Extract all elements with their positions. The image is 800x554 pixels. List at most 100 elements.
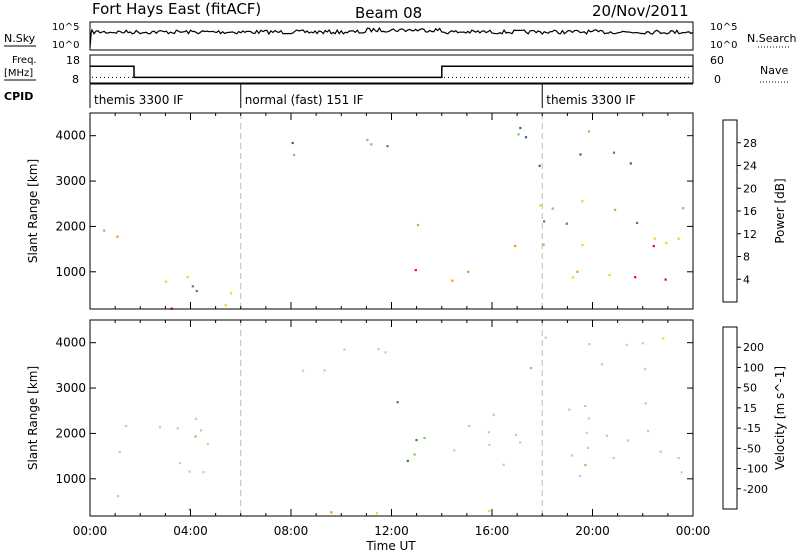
- data-cell: [330, 511, 333, 514]
- data-cell: [413, 453, 416, 456]
- data-cell: [194, 435, 197, 438]
- data-cell: [191, 285, 194, 288]
- data-cell: [539, 204, 542, 207]
- data-cell: [659, 450, 662, 453]
- data-cell: [587, 130, 591, 133]
- data-cell: [543, 220, 546, 223]
- nsky-left-tick-bottom: 10^0: [52, 40, 79, 51]
- data-cell: [502, 463, 505, 466]
- time-tick-label: 00:00: [73, 524, 108, 538]
- colorbar-tick-label: -200: [743, 483, 768, 496]
- data-cell: [584, 404, 587, 408]
- data-cell: [415, 439, 418, 442]
- data-cell: [396, 401, 399, 404]
- data-cell: [605, 434, 608, 437]
- data-cell: [542, 243, 545, 246]
- velocity-axes: 1000 2000 3000 4000: [55, 320, 694, 516]
- velocity-plot-background: [90, 320, 693, 516]
- data-cell: [588, 343, 591, 346]
- data-cell: [125, 425, 128, 428]
- velocity-colorbar-label: Velocity [m s^-1]: [773, 366, 787, 470]
- data-cell: [519, 441, 522, 444]
- data-cell: [386, 145, 389, 148]
- data-cell: [529, 367, 533, 370]
- nsky-left-tick-top: 10^5: [52, 22, 79, 33]
- cpid-segment-label: themis 3300 IF: [94, 93, 184, 107]
- nave-right-tick-bottom: 0: [714, 73, 721, 86]
- data-cell: [416, 223, 420, 227]
- data-cell: [291, 141, 294, 145]
- velocity-data-cells: [117, 320, 683, 516]
- y-tick-label: 2000: [55, 219, 86, 233]
- data-cell: [571, 276, 574, 279]
- nsky-right-tick-bottom: 10^0: [710, 40, 737, 51]
- data-cell: [384, 351, 387, 354]
- data-cell: [103, 229, 106, 232]
- freq-panel: Freq. [MHz] 18 8 60 0 Nave: [4, 54, 790, 86]
- data-cell: [614, 208, 617, 211]
- beam-title: Beam 08: [355, 4, 422, 22]
- data-cell: [116, 235, 119, 238]
- data-cell: [188, 508, 191, 511]
- data-cell: [117, 495, 120, 498]
- colorbar-tick-label: 8: [743, 251, 750, 264]
- power-colorbar: 4 8 12 16 20 24 28: [722, 119, 757, 303]
- data-cell: [626, 439, 629, 442]
- nsearch-label: N.Search: [747, 32, 797, 45]
- data-cell: [587, 446, 590, 449]
- power-ylabel: Slant Range [km]: [26, 159, 40, 263]
- data-cell: [565, 222, 568, 225]
- data-cell: [581, 244, 584, 247]
- time-tick-label: 04:00: [173, 524, 208, 538]
- colorbar-tick-label: 12: [743, 228, 757, 241]
- colorbar-tick-label: 200: [743, 341, 764, 354]
- time-axis-ticks: 00:00 04:00 08:00 12:00 16:00 20:00 00:00: [73, 524, 711, 538]
- data-cell: [323, 369, 326, 372]
- time-tick-label: 12:00: [374, 524, 409, 538]
- power-panel: 1000 2000 3000 4000 Slant Range [km] 4 8 12 16…: [26, 112, 787, 310]
- data-cell: [641, 342, 644, 345]
- y-tick-label: 3000: [55, 174, 86, 188]
- colorbar-tick-label: -100: [743, 463, 768, 476]
- data-cell: [644, 367, 647, 371]
- velocity-ylabel: Slant Range [km]: [26, 366, 40, 470]
- data-cell: [164, 280, 168, 283]
- freq-left-tick-bottom: 8: [72, 73, 79, 86]
- data-cell: [636, 221, 639, 224]
- y-tick-label: 1000: [55, 265, 86, 279]
- data-cell: [406, 459, 409, 462]
- data-cell: [206, 443, 209, 446]
- cpid-segment-label: normal (fast) 151 IF: [245, 93, 364, 107]
- power-data-cells: [103, 113, 685, 310]
- data-cell: [652, 245, 655, 248]
- colorbar-tick-label: 20: [743, 182, 757, 195]
- data-cell: [601, 363, 604, 366]
- data-cell: [579, 153, 582, 156]
- nsky-panel: N.Sky 10^5 10^0 10^5 10^0 N.Search: [4, 21, 797, 51]
- date-title: 20/Nov/2011: [592, 2, 689, 20]
- data-cell: [664, 278, 667, 281]
- colorbar-tick-label: 28: [743, 137, 757, 150]
- time-tick-label: 00:00: [676, 524, 711, 538]
- data-cell: [608, 273, 611, 277]
- nave-right-tick-top: 60: [710, 54, 724, 67]
- data-cell: [488, 443, 491, 446]
- data-cell: [375, 512, 378, 515]
- y-tick-label: 4000: [55, 336, 86, 350]
- colorbar-tick-label: 15: [743, 402, 757, 415]
- y-tick-label: 1000: [55, 472, 86, 486]
- data-cell: [662, 337, 665, 340]
- data-cell: [118, 451, 121, 454]
- data-cell: [488, 510, 491, 513]
- data-cell: [195, 289, 198, 293]
- data-cell: [581, 200, 584, 203]
- data-cell: [551, 207, 554, 210]
- power-axes: 1000 2000 3000 4000: [55, 113, 694, 309]
- time-tick-label: 08:00: [274, 524, 309, 538]
- nave-label: Nave: [760, 64, 788, 77]
- cpid-label: CPID: [4, 90, 33, 103]
- y-tick-label: 2000: [55, 426, 86, 440]
- data-cell: [571, 454, 574, 457]
- data-cell: [677, 456, 680, 459]
- data-cell: [677, 237, 680, 240]
